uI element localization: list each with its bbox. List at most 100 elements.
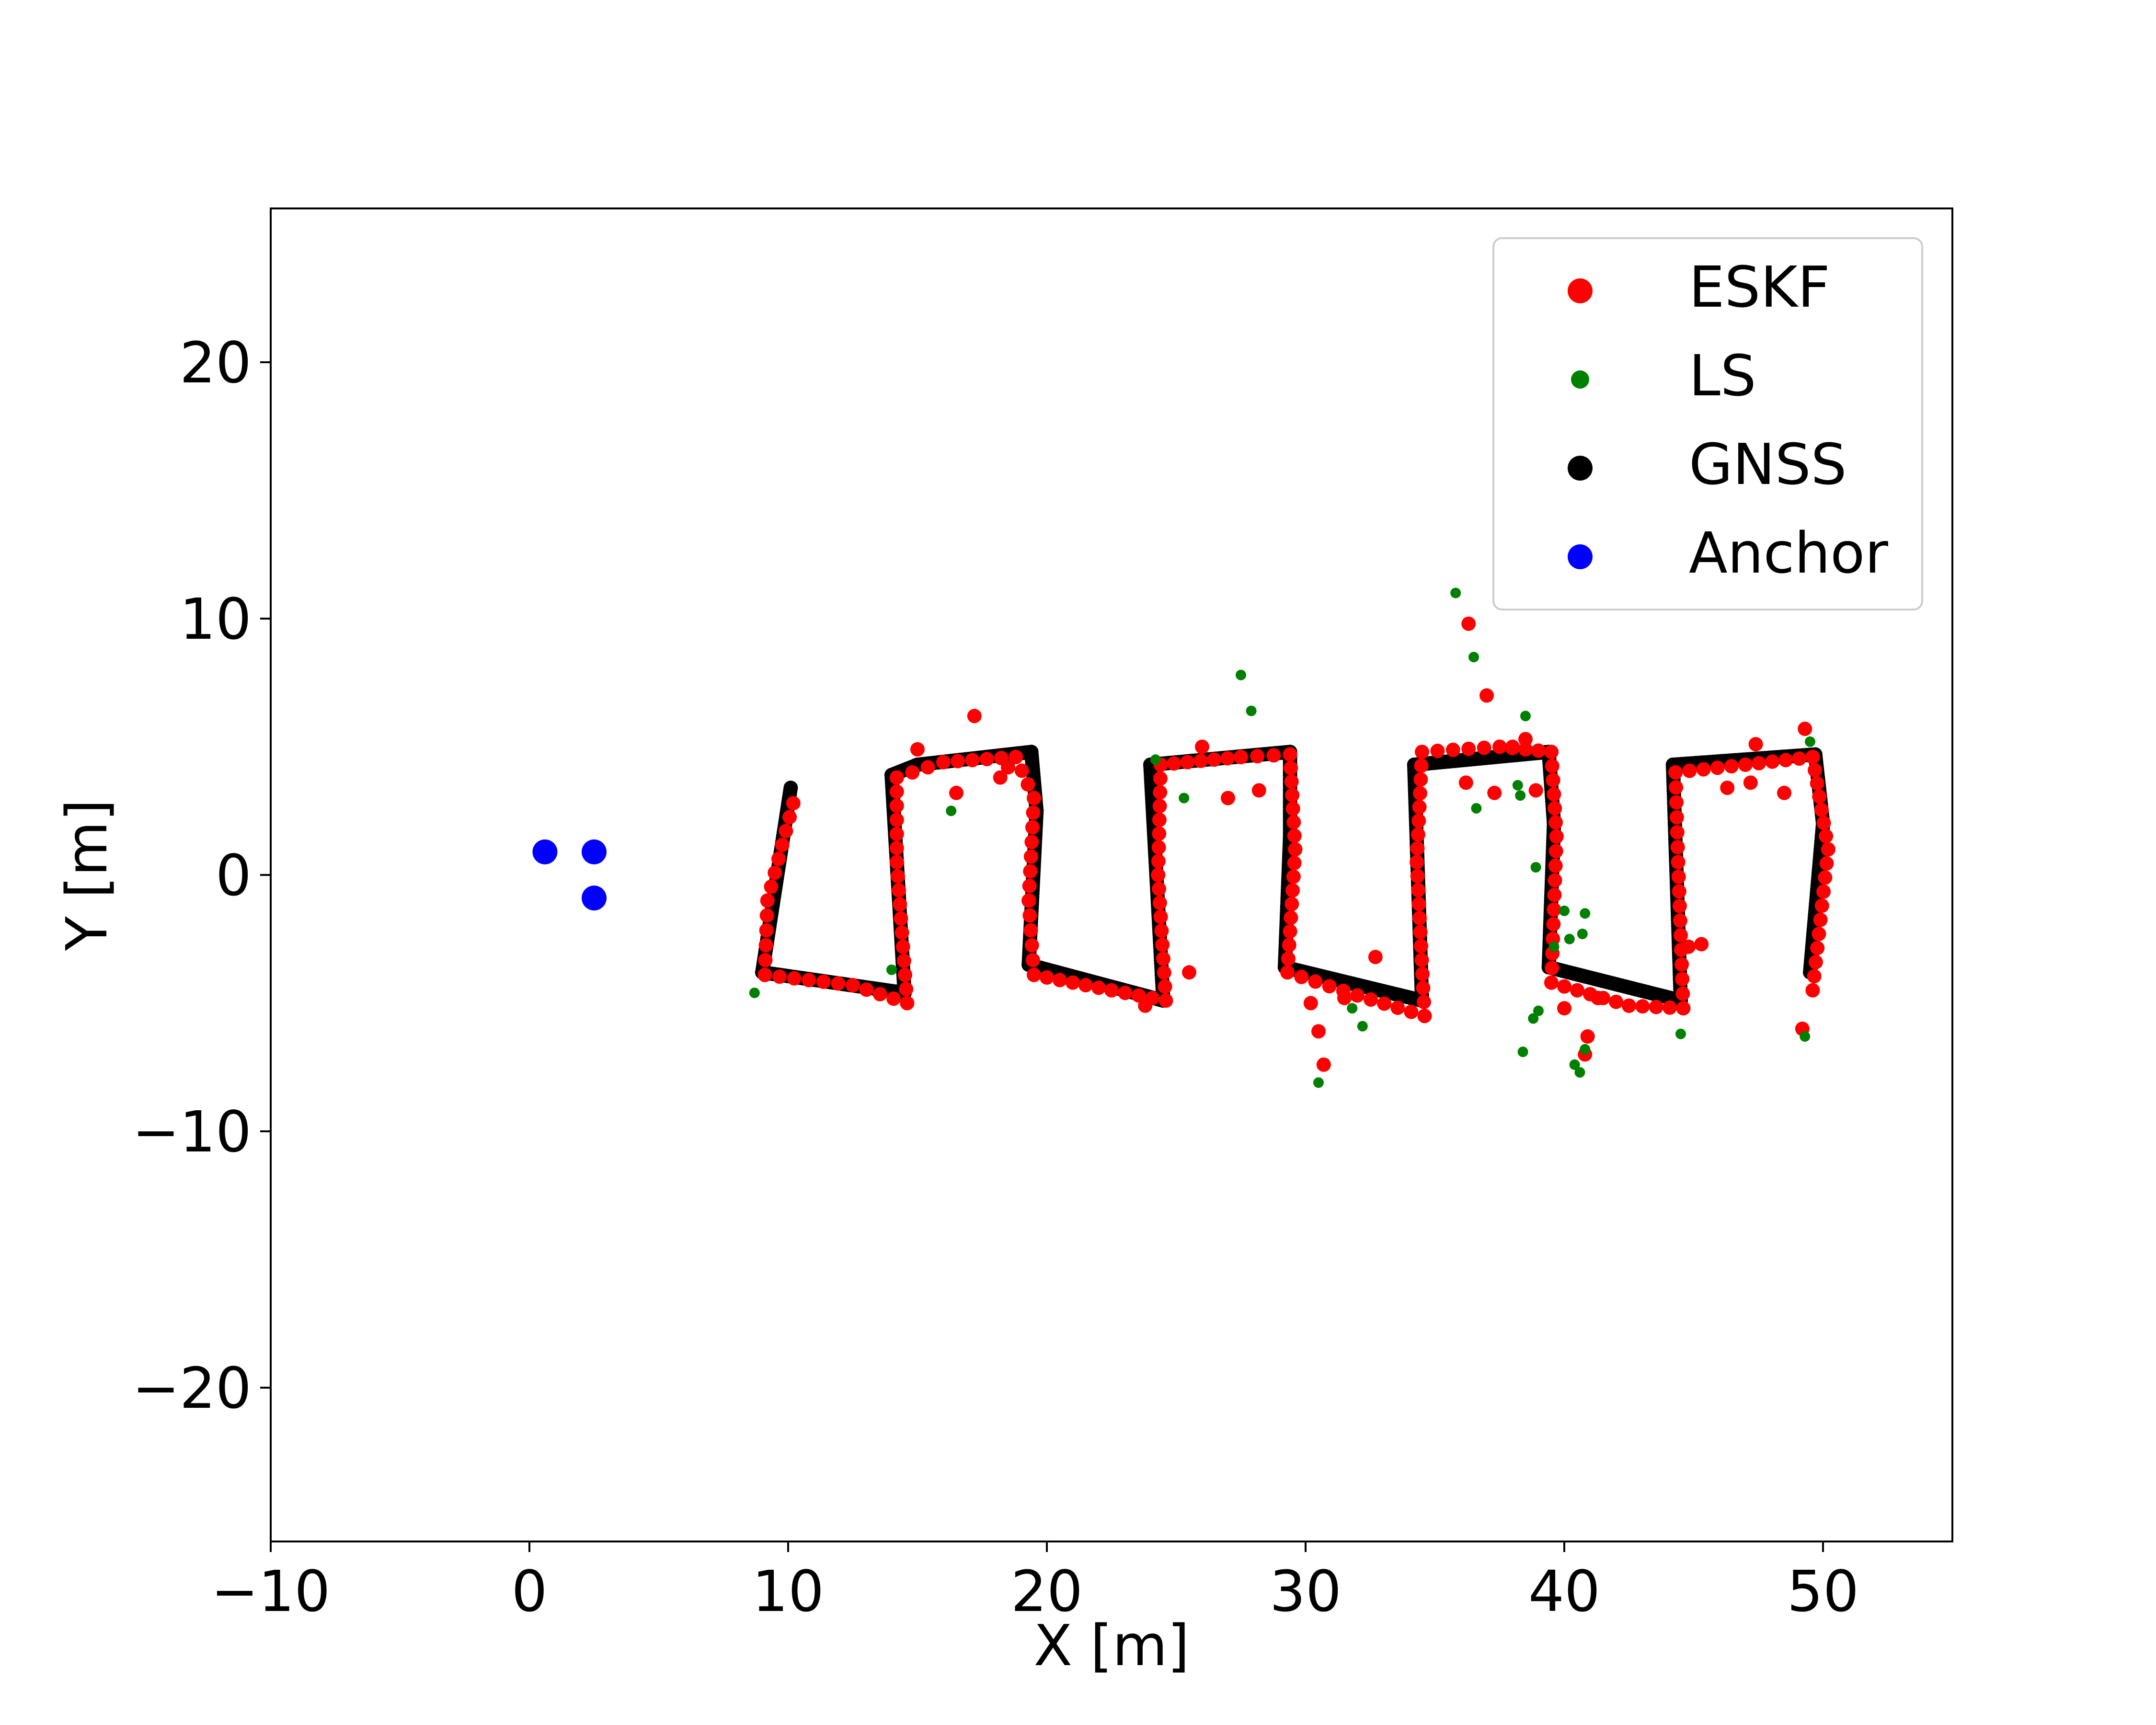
eskf-point bbox=[1152, 896, 1167, 910]
eskf-point bbox=[895, 925, 909, 940]
eskf-point bbox=[1681, 939, 1696, 954]
eskf-point bbox=[1694, 937, 1709, 952]
eskf-point bbox=[1182, 965, 1196, 980]
eskf-point bbox=[1580, 1029, 1595, 1044]
eskf-point bbox=[1547, 887, 1562, 902]
eskf-point bbox=[1155, 937, 1170, 952]
eskf-point bbox=[1414, 758, 1429, 773]
eskf-point bbox=[993, 770, 1008, 785]
ls-point bbox=[1450, 587, 1461, 598]
eskf-point bbox=[1156, 951, 1170, 966]
eskf-point bbox=[1118, 986, 1133, 1000]
eskf-point bbox=[1669, 810, 1684, 825]
ls-point bbox=[1528, 1013, 1539, 1024]
eskf-point bbox=[759, 923, 774, 938]
eskf-point bbox=[1531, 743, 1546, 758]
eskf-point bbox=[889, 798, 904, 813]
ls-point bbox=[1471, 803, 1482, 814]
eskf-point bbox=[1152, 799, 1167, 814]
eskf-point bbox=[1792, 751, 1807, 766]
eskf-point bbox=[1818, 870, 1833, 885]
eskf-point bbox=[1024, 938, 1039, 953]
eskf-point bbox=[965, 753, 980, 768]
ls-point bbox=[1530, 862, 1541, 873]
eskf-point bbox=[1131, 988, 1146, 1003]
eskf-point bbox=[1557, 979, 1571, 994]
eskf-point bbox=[1021, 893, 1036, 908]
legend-marker-eskf bbox=[1568, 278, 1593, 303]
eskf-point bbox=[1670, 840, 1685, 855]
legend-label-gnss: GNSS bbox=[1689, 431, 1847, 497]
eskf-point bbox=[894, 911, 908, 926]
eskf-point bbox=[1286, 869, 1301, 884]
series-eskf bbox=[757, 616, 1835, 1072]
eskf-point bbox=[1411, 813, 1426, 828]
eskf-point bbox=[1810, 776, 1824, 791]
eskf-point bbox=[1743, 775, 1758, 790]
eskf-point bbox=[1412, 910, 1427, 925]
ls-point bbox=[1548, 941, 1560, 952]
eskf-point bbox=[1798, 722, 1812, 736]
eskf-point bbox=[1821, 842, 1835, 857]
eskf-point bbox=[1807, 969, 1822, 984]
eskf-point bbox=[889, 784, 904, 799]
eskf-point bbox=[1805, 749, 1820, 764]
axes-layer: −10 0 10 20 30 40 50 −20 −10 0 10 20 bbox=[132, 330, 1859, 1624]
eskf-point bbox=[1153, 909, 1168, 924]
eskf-point bbox=[760, 893, 775, 908]
eskf-point bbox=[1311, 1024, 1326, 1039]
eskf-point bbox=[831, 976, 846, 991]
eskf-point bbox=[1414, 939, 1429, 954]
ls-point bbox=[1313, 1077, 1324, 1088]
eskf-point bbox=[1288, 842, 1303, 857]
eskf-point bbox=[1151, 854, 1166, 869]
eskf-point bbox=[1696, 762, 1711, 777]
eskf-point bbox=[889, 770, 904, 785]
ls-point bbox=[1236, 669, 1246, 680]
eskf-point bbox=[979, 752, 994, 767]
eskf-point bbox=[1221, 791, 1235, 805]
eskf-point bbox=[1546, 773, 1560, 788]
eskf-point bbox=[1282, 938, 1296, 953]
eskf-point bbox=[846, 978, 860, 993]
eskf-point bbox=[1673, 913, 1687, 928]
eskf-point bbox=[1040, 970, 1054, 985]
y-tick-label: −10 bbox=[132, 1099, 252, 1165]
eskf-point bbox=[1151, 868, 1166, 882]
eskf-point bbox=[1287, 856, 1302, 871]
ls-point bbox=[1580, 908, 1591, 919]
eskf-point bbox=[890, 869, 905, 884]
eskf-point bbox=[1816, 884, 1831, 899]
eskf-point bbox=[1669, 780, 1684, 795]
eskf-point bbox=[1411, 827, 1425, 842]
eskf-point bbox=[1195, 739, 1209, 754]
eskf-point bbox=[1138, 998, 1153, 1013]
eskf-point bbox=[1322, 979, 1337, 994]
eskf-point bbox=[1669, 795, 1684, 810]
x-tick-label: 0 bbox=[511, 1558, 547, 1624]
ls-point bbox=[886, 964, 897, 975]
eskf-point bbox=[1410, 841, 1425, 856]
eskf-point bbox=[782, 810, 797, 825]
eskf-point bbox=[967, 709, 982, 724]
eskf-point bbox=[1547, 902, 1561, 917]
eskf-point bbox=[1548, 815, 1563, 830]
eskf-point bbox=[759, 908, 774, 923]
eskf-point bbox=[1765, 754, 1780, 769]
eskf-point bbox=[1545, 961, 1560, 976]
eskf-point bbox=[1021, 777, 1035, 792]
eskf-point bbox=[1549, 829, 1564, 844]
eskf-point bbox=[1672, 898, 1687, 913]
eskf-point bbox=[1284, 897, 1299, 911]
eskf-point bbox=[889, 855, 904, 870]
eskf-point bbox=[1548, 801, 1562, 816]
eskf-point bbox=[1167, 756, 1181, 771]
eskf-point bbox=[1671, 869, 1686, 884]
eskf-point bbox=[1281, 951, 1296, 966]
eskf-point bbox=[859, 982, 874, 997]
x-tick-label: 10 bbox=[752, 1558, 824, 1624]
eskf-point bbox=[1777, 785, 1791, 800]
ls-point bbox=[1347, 1003, 1358, 1014]
eskf-point bbox=[1416, 995, 1431, 1010]
